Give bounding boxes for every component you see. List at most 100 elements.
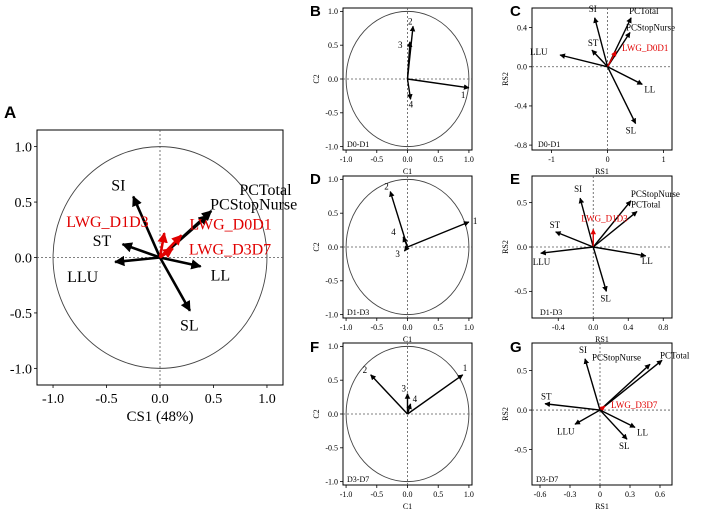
loading-vector bbox=[574, 409, 601, 425]
x-tick-label: 0.0 bbox=[151, 392, 169, 407]
y-tick-label: -0.4 bbox=[514, 102, 527, 111]
y-tick-label: 0.5 bbox=[15, 196, 33, 211]
loading-vector bbox=[407, 221, 470, 248]
x-tick-label: -1.0 bbox=[340, 155, 353, 164]
vector-label: LWG_D1D3 bbox=[581, 213, 628, 223]
vector-label: LWG_D1D3 bbox=[66, 214, 148, 231]
vector-label: PCTotal bbox=[239, 182, 292, 199]
period-label: D3-D7 bbox=[347, 475, 369, 484]
y-tick-label: 1.0 bbox=[328, 7, 338, 16]
loading-vector bbox=[592, 200, 632, 248]
vector-label: PCTotal bbox=[660, 350, 690, 360]
loading-vector bbox=[544, 401, 601, 411]
vector-label: SI bbox=[579, 345, 587, 355]
vector-label: PCStopNurse bbox=[592, 352, 641, 362]
panel-letter: C bbox=[510, 3, 521, 20]
y-tick-label: 1.0 bbox=[328, 342, 338, 351]
loading-vector bbox=[555, 231, 594, 248]
vector-label: 2 bbox=[408, 16, 413, 26]
y-tick-label: -0.5 bbox=[325, 109, 338, 118]
y-tick-label: 1.0 bbox=[328, 175, 338, 184]
x-axis-title: RS1 bbox=[595, 502, 609, 511]
y-axis-title: RS2 bbox=[501, 407, 510, 421]
vector-label: 3 bbox=[398, 40, 403, 50]
y-tick-label: 0.5 bbox=[328, 376, 338, 385]
vector-label: SL bbox=[626, 126, 637, 136]
loading-vector bbox=[132, 195, 162, 259]
x-tick-label: -0.5 bbox=[370, 490, 383, 499]
loading-vector bbox=[599, 409, 628, 440]
vector-label: 1 bbox=[463, 363, 468, 373]
panel-a: A -1.0 -0.5 0.0 0.5 1.0 1.0 0.5 0.0 -0.5 -1.0 CS1 (… bbox=[4, 103, 297, 425]
loading-vector bbox=[583, 358, 601, 411]
x-tick-label: 0 bbox=[598, 490, 602, 499]
panel-b: B -1.0 -0.5 0.0 0.5 1.0 1.0 0.5 0.0 -0.5 -1.0 C1 C2 D… bbox=[310, 3, 474, 176]
panel-e: E -0.4 0.0 0.4 0.8 0.5 0.0 -0.5 RS1 RS2 D1-D3 SI PCS… bbox=[501, 171, 680, 344]
loading-vector bbox=[599, 409, 636, 429]
loading-vector bbox=[403, 245, 410, 252]
vector-label: PCStopNurse bbox=[626, 22, 675, 32]
loading-vector bbox=[407, 78, 470, 90]
loading-vector bbox=[606, 66, 637, 125]
vector-label: 4 bbox=[409, 99, 414, 109]
x-tick-label: 0.0 bbox=[403, 323, 413, 332]
vector-label: SL bbox=[180, 318, 199, 335]
vector-label: 3 bbox=[402, 384, 407, 394]
loading-vector bbox=[406, 403, 412, 415]
vector-label: PCTotal bbox=[631, 200, 661, 210]
x-tick-label: -0.3 bbox=[564, 490, 577, 499]
x-tick-label: -1.0 bbox=[42, 392, 64, 407]
x-tick-label: 0.3 bbox=[625, 490, 635, 499]
x-tick-label: -0.6 bbox=[534, 490, 547, 499]
loading-vector bbox=[157, 232, 168, 258]
vector-label: SI bbox=[589, 4, 597, 14]
x-tick-label: -0.5 bbox=[370, 323, 383, 332]
vector-label: LL bbox=[211, 267, 231, 284]
vector-label: ST bbox=[550, 220, 561, 230]
y-tick-label: -1.0 bbox=[325, 310, 338, 319]
y-tick-label: -0.5 bbox=[10, 307, 32, 322]
vector-label: LWG_D0D1 bbox=[622, 43, 668, 53]
loading-vector bbox=[593, 17, 609, 67]
panel-letter: A bbox=[4, 103, 16, 122]
y-tick-label: 0.0 bbox=[517, 243, 527, 252]
plot-frame bbox=[531, 7, 673, 151]
loading-vector bbox=[607, 66, 643, 86]
loading-vector bbox=[593, 246, 647, 258]
vector-label: 1 bbox=[461, 90, 466, 100]
vector-label: LLU bbox=[557, 426, 575, 436]
loading-vector bbox=[578, 197, 594, 248]
panel-f: F -1.0 -0.5 0.0 0.5 1.0 1.0 0.5 0.0 -0.5 -1.0 C1 C2 D… bbox=[310, 339, 474, 511]
vector-label: 2 bbox=[363, 365, 368, 375]
vector-label: LWG_D3D7 bbox=[189, 242, 271, 259]
y-axis-title: C2 bbox=[312, 242, 321, 251]
x-tick-label: 1.0 bbox=[464, 323, 474, 332]
vector-label: SI bbox=[574, 184, 582, 194]
plot-frame bbox=[531, 342, 673, 486]
vector-label: ST bbox=[93, 233, 112, 250]
y-tick-label: 0.0 bbox=[328, 75, 338, 84]
period-label: D0-D1 bbox=[347, 140, 369, 149]
x-tick-label: -0.5 bbox=[370, 155, 383, 164]
vector-label: LL bbox=[644, 84, 655, 94]
loading-vector bbox=[592, 210, 638, 248]
vector-label: LL bbox=[642, 256, 653, 266]
y-tick-label: -0.5 bbox=[325, 277, 338, 286]
x-tick-label: 1.0 bbox=[258, 392, 276, 407]
y-tick-label: -0.5 bbox=[325, 444, 338, 453]
loading-vector bbox=[159, 247, 174, 259]
y-tick-label: 0.0 bbox=[15, 251, 33, 266]
period-label: D1-D3 bbox=[540, 308, 562, 317]
x-axis-title: C1 bbox=[403, 167, 412, 176]
y-tick-label: 0.0 bbox=[517, 63, 527, 72]
y-tick-label: -1.0 bbox=[325, 142, 338, 151]
x-tick-label: 0.5 bbox=[433, 490, 443, 499]
x-tick-label: 0.0 bbox=[588, 323, 598, 332]
y-tick-label: 1.0 bbox=[15, 141, 33, 156]
vector-label: PCStopNurse bbox=[210, 196, 297, 213]
x-tick-label: 0.0 bbox=[403, 490, 413, 499]
x-tick-label: 0.5 bbox=[433, 155, 443, 164]
vector-label: LWG_D0D1 bbox=[189, 216, 271, 233]
x-tick-label: 0 bbox=[606, 155, 610, 164]
x-axis-title: C1 bbox=[403, 335, 412, 344]
